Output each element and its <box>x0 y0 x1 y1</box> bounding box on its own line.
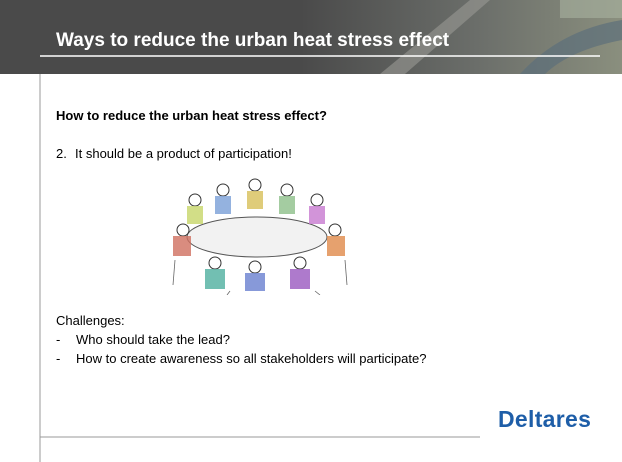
point-number: 2. <box>56 146 67 161</box>
point-text: It should be a product of participation! <box>75 146 292 161</box>
challenge-text: How to create awareness so all stakehold… <box>76 351 426 366</box>
challenge-bullet: - <box>56 332 60 347</box>
challenges-title: Challenges: <box>56 313 125 328</box>
slide: Ways to reduce the urban heat stress eff… <box>0 0 622 462</box>
meeting-illustration <box>155 175 360 295</box>
challenge-bullet: - <box>56 351 60 366</box>
heading: How to reduce the urban heat stress effe… <box>56 108 327 123</box>
challenge-text: Who should take the lead? <box>76 332 230 347</box>
logo: Deltares <box>498 406 591 433</box>
